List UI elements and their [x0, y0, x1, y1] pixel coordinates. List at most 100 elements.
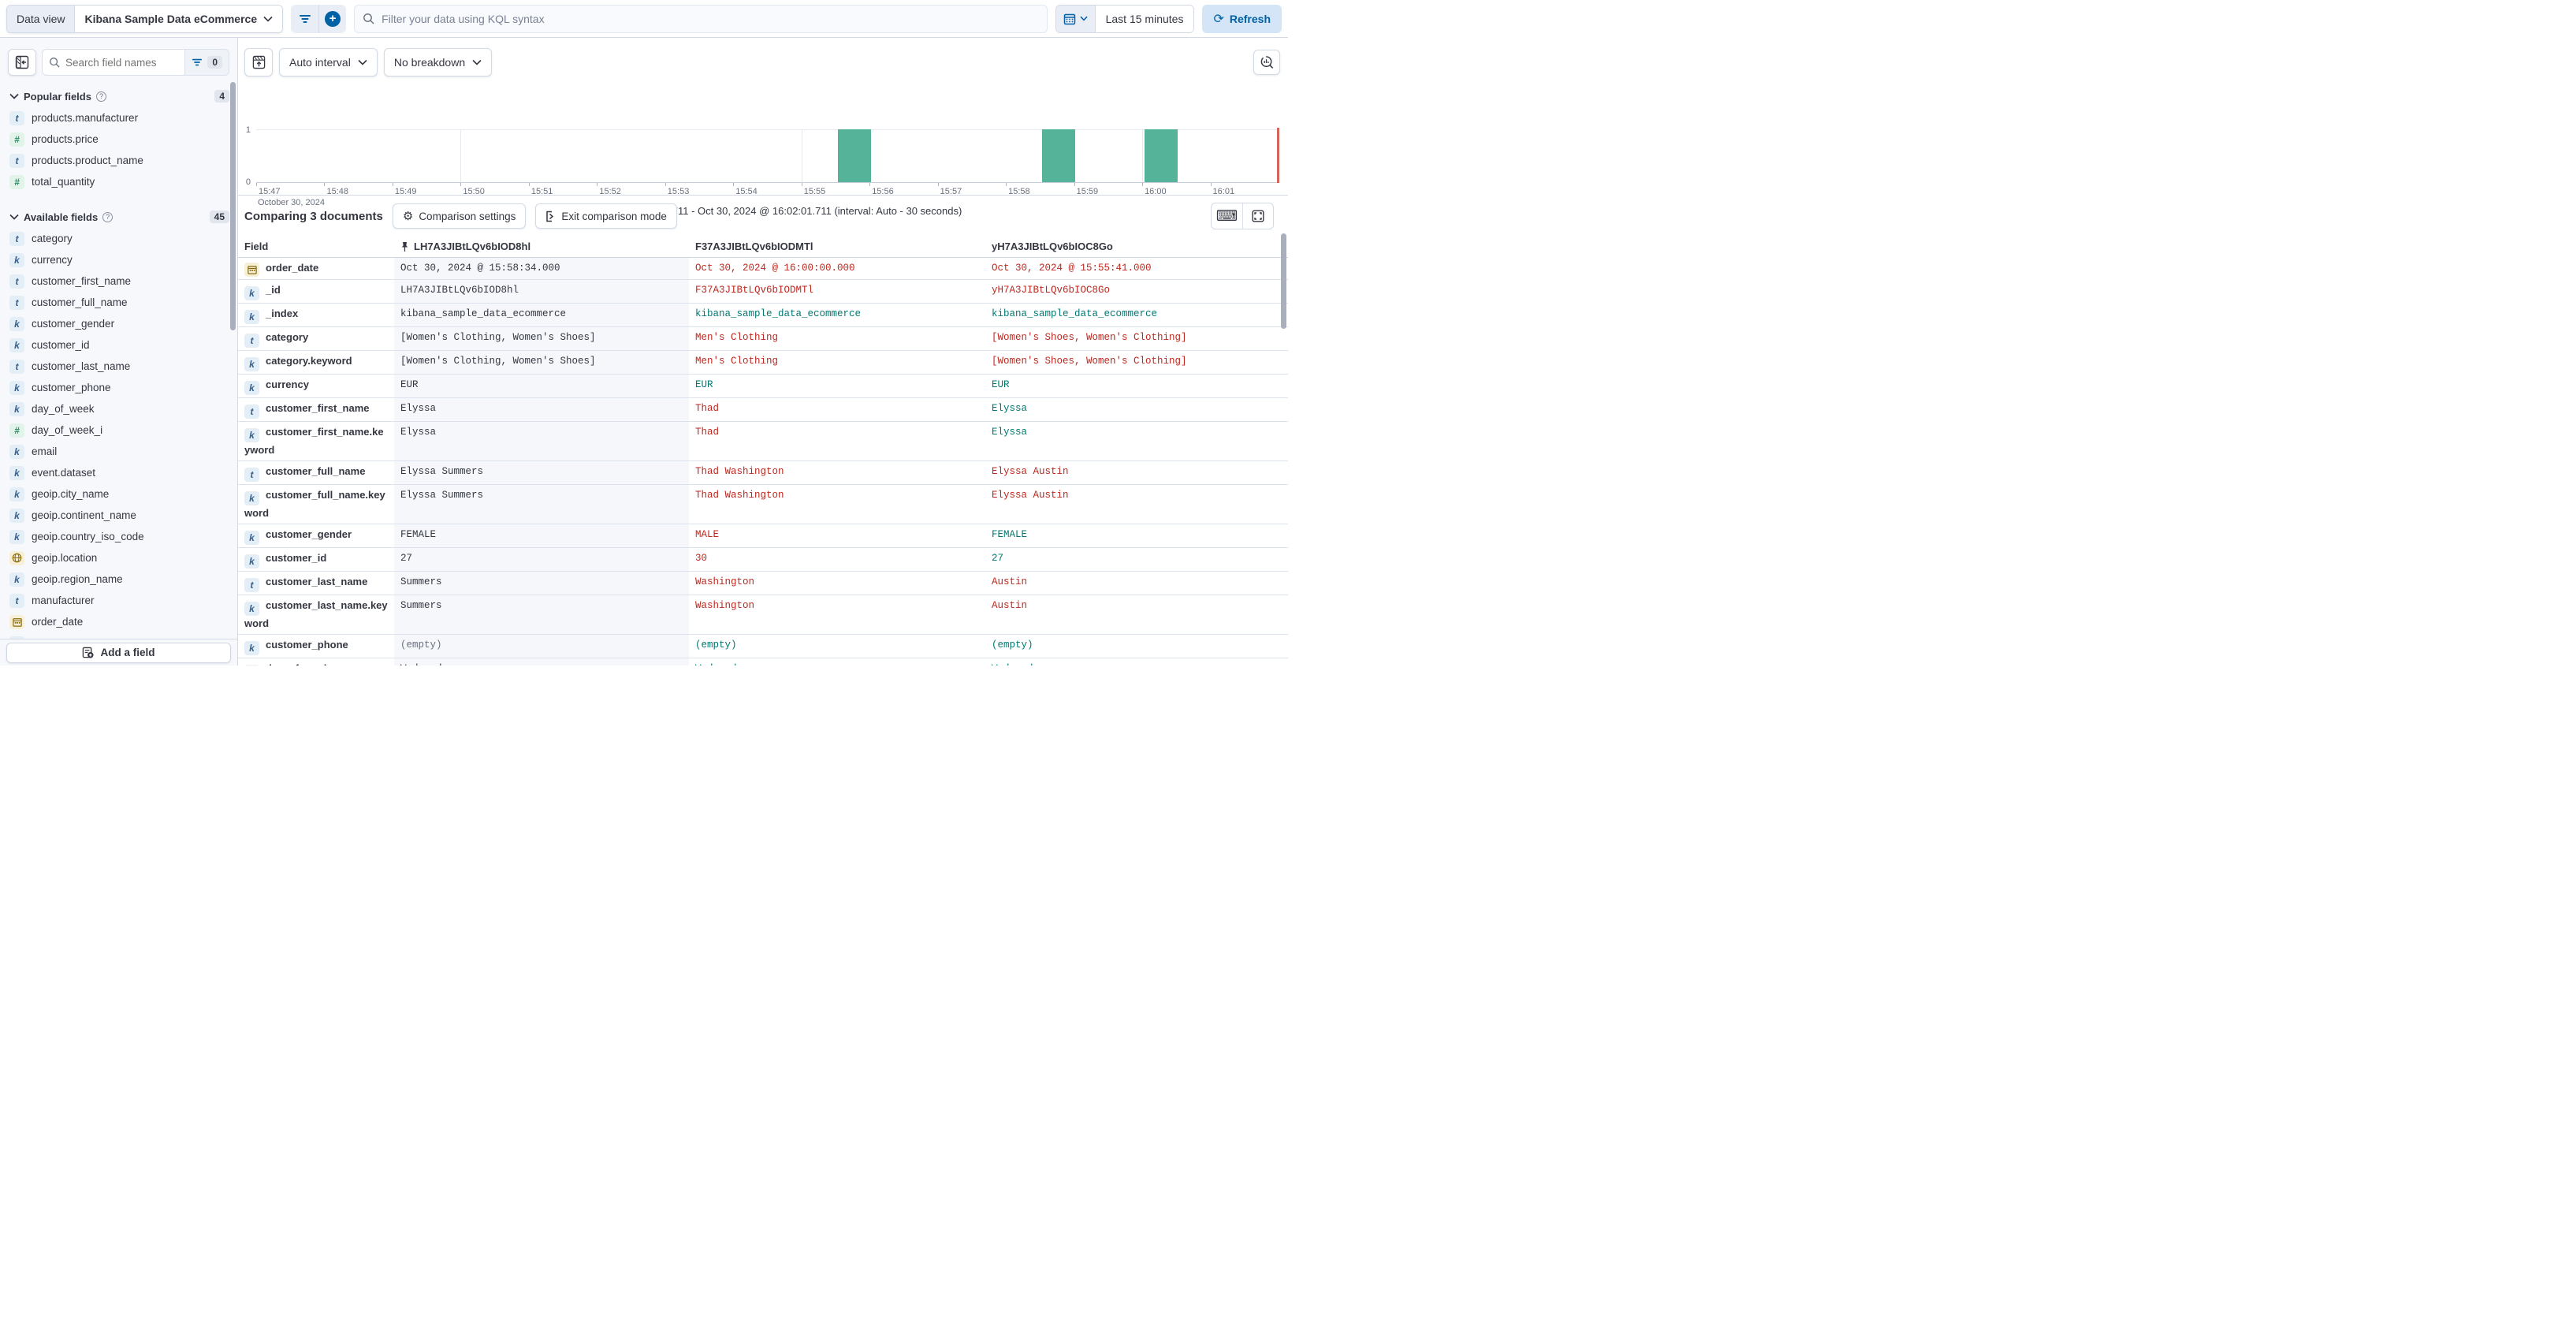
- comparison-section: Comparing 3 documents ⚙ Comparison setti…: [238, 195, 1288, 666]
- field-item-currency[interactable]: k currency: [0, 249, 237, 270]
- field-item-label: geoip.continent_name: [32, 509, 136, 521]
- chart-gridline: [1142, 129, 1144, 182]
- field-item-customer_full_name[interactable]: t customer_full_name: [0, 292, 237, 313]
- calendar-menu-button[interactable]: [1055, 5, 1095, 32]
- field-item-customer_last_name[interactable]: t customer_last_name: [0, 356, 237, 377]
- exit-icon: [546, 211, 554, 222]
- sidebar-scrollbar-thumb[interactable]: [230, 82, 236, 330]
- refresh-button[interactable]: ⟳ Refresh: [1202, 4, 1282, 33]
- table-scrollbar-thumb[interactable]: [1281, 233, 1286, 329]
- available-fields-header: Available fields ? 45: [9, 211, 229, 223]
- help-icon[interactable]: ?: [95, 91, 106, 102]
- comparison-doc-value-match: (empty): [689, 635, 985, 658]
- chevron-down-icon[interactable]: [9, 214, 19, 220]
- field-item-manufacturer[interactable]: t manufacturer: [0, 590, 237, 611]
- data-view-picker[interactable]: Kibana Sample Data eCommerce: [75, 5, 283, 32]
- available-fields-count-badge: 45: [209, 211, 229, 223]
- data-view-control: Data view Kibana Sample Data eCommerce: [6, 4, 284, 33]
- filter-controls-group: +: [291, 4, 347, 33]
- histogram-bar[interactable]: [837, 129, 871, 182]
- field-item-geoip.country_iso_code[interactable]: k geoip.country_iso_code: [0, 526, 237, 547]
- field-item-customer_first_name[interactable]: t customer_first_name: [0, 270, 237, 292]
- table-row-field-name: k _index: [238, 304, 394, 327]
- field-item-order_date[interactable]: order_date: [0, 611, 237, 632]
- sidebar-footer: Add a field: [0, 639, 237, 666]
- chevron-down-icon[interactable]: [9, 93, 19, 99]
- edit-visualization-button[interactable]: [1253, 50, 1280, 75]
- x-axis-tick-label: 16:00: [1145, 187, 1167, 196]
- popular-fields-list: t products.manufacturer # products.price t pr…: [0, 107, 237, 192]
- keyword-field-type-icon: k: [244, 357, 259, 371]
- field-item-category[interactable]: t category: [0, 228, 237, 249]
- field-item-label: order_date: [32, 616, 84, 628]
- breakdown-dropdown[interactable]: No breakdown: [383, 48, 493, 76]
- exit-comparison-button[interactable]: Exit comparison mode: [535, 203, 677, 229]
- comparison-settings-label: Comparison settings: [419, 210, 516, 222]
- gear-icon: ⚙: [402, 209, 414, 223]
- table-row-field-name: k category.keyword: [238, 351, 394, 375]
- fullscreen-button[interactable]: [1242, 203, 1273, 229]
- field-item-email[interactable]: k email: [0, 441, 237, 462]
- comparison-doc-value-match: kibana_sample_data_ecommerce: [985, 304, 1288, 327]
- comparison-doc-value-diff: Elyssa Austin: [985, 485, 1288, 524]
- keyword-field-type-icon: k: [9, 444, 24, 459]
- histogram-bar[interactable]: [1145, 129, 1178, 182]
- field-search-input[interactable]: [62, 56, 185, 69]
- field-item-products.price[interactable]: # products.price: [0, 129, 237, 150]
- comparison-doc-value-diff: [Women's Shoes, Women's Clothing]: [985, 351, 1288, 375]
- help-icon[interactable]: ?: [102, 211, 114, 222]
- field-item-products.product_name[interactable]: t products.product_name: [0, 150, 237, 171]
- histogram-bar[interactable]: [1042, 129, 1076, 182]
- interval-dropdown[interactable]: Auto interval: [279, 48, 378, 76]
- kql-query-input[interactable]: [382, 12, 1039, 25]
- table-row-field-name: order_date: [238, 258, 394, 280]
- hide-chart-button[interactable]: [244, 48, 273, 76]
- top-navigation-bar: Data view Kibana Sample Data eCommerce +…: [0, 0, 1288, 38]
- field-item-day_of_week_i[interactable]: # day_of_week_i: [0, 419, 237, 441]
- data-view-label: Data view: [7, 5, 76, 32]
- field-item-geoip.continent_name[interactable]: k geoip.continent_name: [0, 505, 237, 526]
- comparison-doc-value-diff: Oct 30, 2024 @ 15:55:41.000: [985, 258, 1288, 280]
- comparison-settings-button[interactable]: ⚙ Comparison settings: [392, 203, 527, 229]
- field-item-label: email: [32, 446, 58, 457]
- pinned-doc-value: FEMALE: [394, 524, 689, 548]
- x-axis-tick-label: 15:48: [326, 187, 348, 196]
- text-field-type-icon: t: [9, 359, 24, 374]
- field-item-geoip.city_name[interactable]: k geoip.city_name: [0, 483, 237, 505]
- popular-fields-title: Popular fields: [24, 90, 91, 103]
- comparison-doc-value-diff: MALE: [689, 524, 985, 548]
- comparison-doc-value-diff: 30: [689, 548, 985, 572]
- field-item-label: category: [32, 233, 73, 244]
- field-item-geoip.location[interactable]: geoip.location: [0, 547, 237, 569]
- exit-comparison-label: Exit comparison mode: [561, 210, 667, 222]
- field-item-label: products.manufacturer: [32, 112, 139, 124]
- field-item-total_quantity[interactable]: # total_quantity: [0, 171, 237, 192]
- field-item-label: total_quantity: [32, 176, 95, 188]
- pinned-doc-column-header: LH7A3JIBtLQv6bIOD8hl: [394, 237, 689, 258]
- field-item-geoip.region_name[interactable]: k geoip.region_name: [0, 569, 237, 590]
- time-range-picker: Last 15 minutes: [1055, 4, 1195, 33]
- field-item-customer_id[interactable]: k customer_id: [0, 334, 237, 356]
- text-field-type-icon: t: [244, 334, 259, 348]
- saved-query-filter-icon[interactable]: [291, 5, 318, 33]
- field-filter-button[interactable]: 0: [184, 50, 229, 75]
- field-item-customer_phone[interactable]: k customer_phone: [0, 377, 237, 398]
- time-range-value[interactable]: Last 15 minutes: [1094, 5, 1194, 32]
- add-field-button[interactable]: Add a field: [6, 642, 231, 663]
- chevron-down-icon: [472, 59, 482, 65]
- doc-column-header: yH7A3JIBtLQv6bIOC8Go: [985, 237, 1288, 258]
- field-item-event.dataset[interactable]: k event.dataset: [0, 462, 237, 483]
- keyword-field-type-icon: k: [244, 665, 259, 666]
- add-filter-button[interactable]: +: [318, 4, 346, 33]
- field-item-customer_gender[interactable]: k customer_gender: [0, 313, 237, 334]
- pinned-doc-value: LH7A3JIBtLQv6bIOD8hl: [394, 280, 689, 304]
- keyboard-shortcuts-button[interactable]: ⌨: [1212, 203, 1242, 229]
- field-item-products.manufacturer[interactable]: t products.manufacturer: [0, 107, 237, 129]
- keyword-field-type-icon: k: [9, 380, 24, 395]
- keyword-field-type-icon: k: [9, 401, 24, 416]
- pinned-doc-value: Oct 30, 2024 @ 15:58:34.000: [394, 258, 689, 280]
- comparison-doc-value-match: FEMALE: [985, 524, 1288, 548]
- field-item-day_of_week[interactable]: k day_of_week: [0, 398, 237, 419]
- x-axis-tick-label: 15:58: [1008, 187, 1030, 196]
- collapse-sidebar-button[interactable]: [8, 49, 36, 76]
